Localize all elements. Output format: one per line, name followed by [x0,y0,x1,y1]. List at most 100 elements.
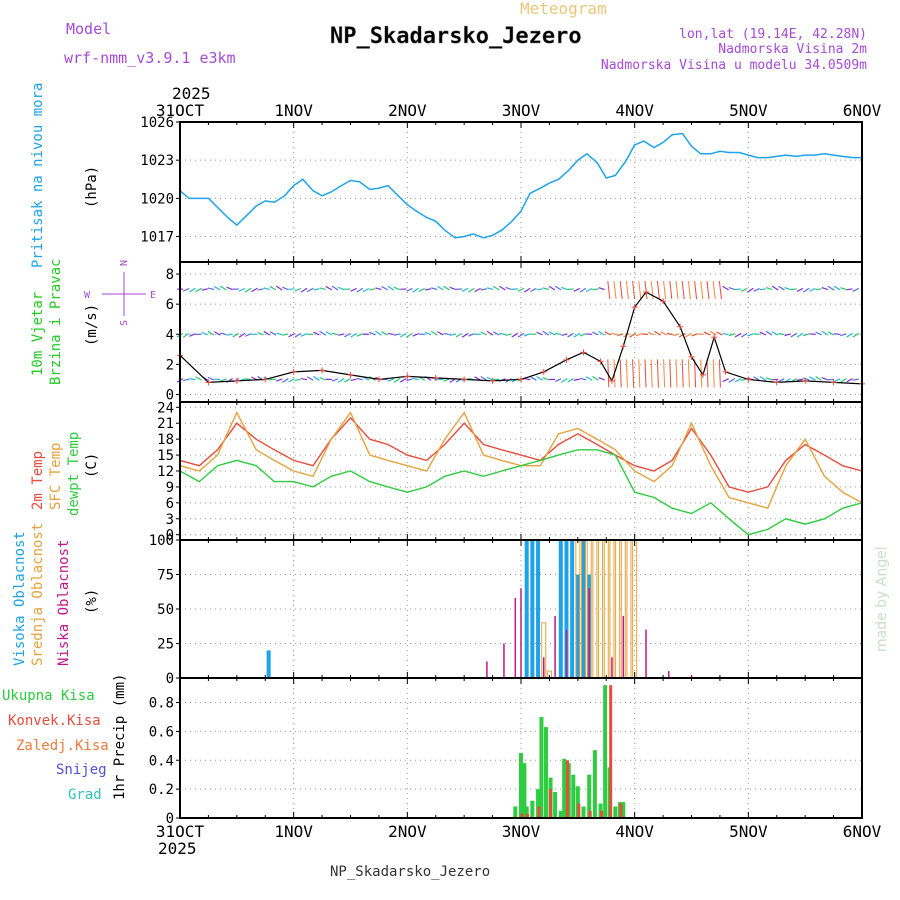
wind-arrow [607,281,611,300]
wind-arrow [592,331,599,336]
cloud-low-bar [611,657,613,678]
wind-arrow [189,333,196,337]
top-time-label: 31OCT [156,101,205,120]
wind-arrow [542,376,550,381]
precip-total-bar [536,789,541,818]
temp-title-sfc: SFC Temp [48,443,64,510]
wind-arrow [685,332,692,338]
wind-arrow [802,287,810,293]
y-tick-label: 75 [157,568,174,584]
precip-legend-total: Ukupna Kisa [2,688,95,704]
cloud-low-bar [542,657,545,678]
bottom-time-label: 3NOV [502,822,541,841]
wind-arrow [350,332,357,338]
top-time-label: 5NOV [729,101,768,120]
credit-label: made by Angel [874,546,890,652]
wind-arrow [238,332,246,338]
wind-arrow [288,332,295,338]
temp2m-line [179,416,863,493]
wind-arrow [687,359,690,388]
wind-arrow [313,331,320,336]
wind-arrow [561,286,568,291]
wind-arrow [706,359,709,388]
wind-arrow [706,281,710,300]
wind-arrow [585,287,593,293]
wind-arrow [712,281,716,300]
wind-arrow [722,332,729,336]
wind-arrow [613,281,617,300]
wind-gust-marker [830,379,837,386]
wind-arrow [275,378,283,382]
wind-arrow [455,332,463,338]
y-tick-label: 0.4 [149,753,174,769]
cloud-mid-bar [615,539,621,679]
wind-arrow [294,287,302,292]
wind-arrow [753,287,760,292]
wind-gust-marker [660,298,667,305]
model-name: wrf-nmm_v3.9.1 e3km [64,49,236,67]
wind-arrow [765,377,773,381]
wind-arrow [182,332,190,338]
wind-arrow [207,287,215,290]
wind-gust-marker [319,367,326,374]
wind-arrow [694,281,698,300]
wind-arrow [350,287,357,292]
y-tick-label: 0.6 [149,724,174,740]
wind-arrow [669,281,673,300]
y-tick-label: 2 [166,357,174,373]
wind-arrow [728,378,736,383]
wind-arrow [728,287,735,291]
wind-arrow [827,331,835,336]
precip-conv-bar [537,806,541,818]
precip-total-bar [621,802,626,818]
wind-arrow [313,288,320,291]
y-tick-label: 9 [166,480,174,496]
wind-arrow [338,333,345,336]
wind-arrow [486,330,494,336]
wind-arrow [468,287,475,293]
wind-arrow [840,378,847,383]
wind-arrow [437,331,444,336]
precip-total-bar [581,806,586,818]
wind-arrow [734,288,742,291]
wind-arrow [220,332,227,336]
precip-total-bar [524,806,529,818]
wind-arrow [238,287,246,292]
cloud-panel: 0 25 50 75 100 [149,533,863,687]
wind-arrow [300,287,308,293]
wind-arrow [647,331,655,336]
y-tick-label: 15 [157,448,174,464]
wind-arrow [263,287,270,291]
y-tick-label: 1026 [140,115,174,131]
wind-arrow [598,330,605,336]
y-tick-label: 24 [157,400,174,416]
wind-arrow [629,332,636,338]
y-tick-label: 0 [166,387,174,403]
cloud-low-bar [514,597,517,678]
wind-arrow [567,332,574,338]
wind-arrow [424,331,432,336]
wind-arrow [678,332,686,338]
wind-arrow [368,331,376,336]
y-tick-label: 0.2 [149,782,174,798]
wind-arrow [573,332,581,338]
cloud-low-bar [520,588,522,678]
wind-arrow [189,378,196,381]
wind-arrow [663,359,666,388]
y-tick-label: 21 [157,416,174,432]
wind-gust-marker [688,353,695,360]
wind-arrow [638,281,642,300]
wind-gust-marker [461,376,468,383]
wind-gust-marker [773,379,780,386]
wind-arrow [244,333,252,337]
wind-arrow [244,287,252,293]
wind-arrow [734,332,742,338]
wind-arrow [412,287,419,293]
wind-arrow [573,378,580,381]
cloud-low-bar [565,629,568,678]
precip-conv-bar [520,813,524,818]
cloud-high-bar [524,540,529,678]
wind-arrow [536,331,543,336]
wind-arrow [796,332,804,338]
wind-arrow [387,332,394,336]
